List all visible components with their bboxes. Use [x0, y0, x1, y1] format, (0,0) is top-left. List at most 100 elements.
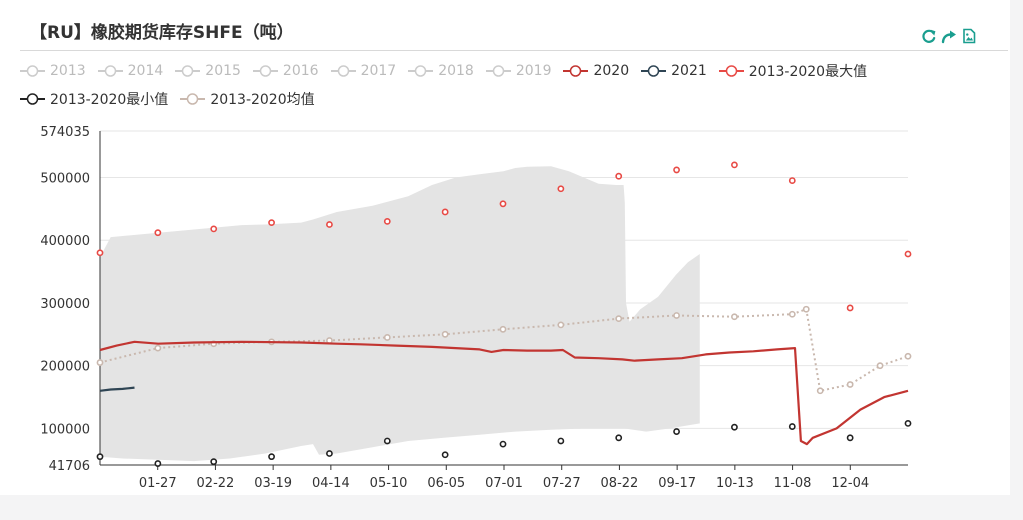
- data-point-2013-2020最小值: [731, 423, 738, 431]
- data-point-2013-2020最小值: [326, 450, 333, 457]
- legend-marker-icon: [485, 65, 511, 77]
- save-image-icon[interactable]: [961, 28, 977, 44]
- data-point-2013-2020最小值: [96, 453, 104, 461]
- data-point-2013-2020均值: [154, 344, 162, 352]
- legend-label: 2013: [50, 63, 86, 79]
- chart-title: 【RU】橡胶期货库存SHFE（吨）: [30, 23, 294, 43]
- data-point-2013-2020最小值: [788, 423, 796, 430]
- data-point-2013-2020均值: [499, 325, 507, 333]
- x-tick-label: 02-22: [197, 476, 235, 491]
- data-point-2013-2020最小值: [383, 437, 391, 445]
- y-tick-label: 41706: [49, 459, 90, 474]
- data-point-2013-2020最大值: [904, 250, 912, 258]
- legend-marker-icon: [330, 65, 356, 77]
- y-tick-label: 500000: [40, 171, 90, 186]
- data-point-2013-2020均值: [383, 334, 391, 341]
- data-point-2013-2020均值: [816, 387, 824, 395]
- data-point-2013-2020最大值: [673, 166, 680, 174]
- legend-label: 2013-2020最小值: [50, 92, 169, 108]
- data-point-2013-2020均值: [904, 352, 912, 360]
- data-point-2013-2020最大值: [383, 217, 391, 225]
- data-point-2013-2020均值: [802, 305, 810, 313]
- data-point-2013-2020最大值: [441, 208, 449, 216]
- legend-item-2017[interactable]: 2017: [330, 63, 397, 79]
- data-point-2013-2020最小值: [154, 460, 162, 467]
- data-point-2013-2020最大值: [268, 219, 275, 227]
- x-tick-label: 08-22: [601, 476, 639, 491]
- data-point-2013-2020均值: [731, 313, 738, 321]
- x-tick-label: 03-19: [254, 476, 292, 491]
- x-tick-label: 12-04: [831, 476, 869, 491]
- data-point-2013-2020最大值: [210, 225, 218, 233]
- legend-label: 2019: [515, 63, 552, 79]
- data-point-2013-2020最大值: [788, 177, 796, 184]
- toolbox: [921, 28, 977, 44]
- range-band: [100, 166, 700, 462]
- data-point-2013-2020最大值: [615, 172, 623, 180]
- series-line-2020: [99, 340, 909, 446]
- legend-item-2013-2020均值[interactable]: 2013-2020均值: [180, 89, 315, 109]
- data-point-2013-2020最大值: [96, 249, 104, 257]
- data-point-2013-2020最小值: [615, 434, 623, 442]
- title-divider: [20, 50, 1008, 51]
- legend-marker-icon: [20, 65, 45, 77]
- legend-item-2018[interactable]: 2018: [408, 63, 474, 79]
- x-tick-label: 09-17: [658, 476, 696, 491]
- data-point-2013-2020最小值: [673, 428, 680, 435]
- legend-label: 2013-2020均值: [210, 92, 315, 108]
- legend-marker-icon: [252, 65, 278, 77]
- data-point-2013-2020最大值: [731, 161, 738, 169]
- restore-icon[interactable]: [921, 28, 937, 44]
- y-tick-label: 574035: [40, 125, 90, 140]
- x-tick-label: 11-08: [774, 476, 812, 491]
- legend-item-2015[interactable]: 2015: [175, 63, 241, 79]
- data-point-2013-2020最小值: [441, 451, 449, 459]
- legend-item-2021[interactable]: 2021: [641, 63, 707, 79]
- data-point-2013-2020最大值: [846, 304, 854, 312]
- chart-legend: 2013 2014 2015 2016 2017 2018 2019 2020 2021 2013…: [20, 57, 1010, 113]
- legend-marker-icon: [97, 65, 123, 77]
- legend-item-2019[interactable]: 2019: [485, 63, 552, 79]
- legend-label: 2020: [593, 63, 630, 79]
- legend-item-2013-2020最小值[interactable]: 2013-2020最小值: [20, 89, 168, 109]
- data-point-2013-2020最小值: [557, 437, 565, 445]
- legend-item-2016[interactable]: 2016: [252, 63, 319, 79]
- share-icon[interactable]: [941, 28, 957, 44]
- legend-label: 2014: [127, 63, 164, 79]
- data-point-2013-2020最大值: [154, 229, 162, 237]
- data-point-2013-2020均值: [557, 321, 565, 329]
- data-point-2013-2020最小值: [210, 458, 218, 466]
- legend-item-2020[interactable]: 2020: [563, 63, 629, 79]
- data-point-2013-2020均值: [876, 362, 884, 370]
- legend-item-2013-2020最大值[interactable]: 2013-2020最大值: [718, 61, 867, 81]
- legend-item-2013[interactable]: 2013: [20, 63, 86, 79]
- data-point-2013-2020最小值: [499, 440, 507, 448]
- legend-label: 2015: [205, 63, 241, 79]
- legend-marker-icon: [408, 65, 434, 77]
- x-tick-label: 04-14: [312, 476, 350, 491]
- legend-label: 2017: [360, 63, 397, 79]
- x-tick-label: 07-01: [485, 476, 523, 491]
- data-point-2013-2020均值: [441, 330, 449, 338]
- data-point-2013-2020均值: [615, 315, 623, 323]
- y-tick-label: 200000: [40, 360, 90, 375]
- data-point-2013-2020最大值: [499, 200, 507, 208]
- legend-item-2014[interactable]: 2014: [97, 63, 164, 79]
- legend-label: 2018: [438, 63, 474, 79]
- x-tick-label: 01-27: [139, 476, 177, 491]
- x-tick-label: 07-27: [543, 476, 581, 491]
- data-point-2013-2020均值: [788, 310, 796, 318]
- legend-row: 2013-2020最小值 2013-2020均值: [20, 85, 1010, 113]
- y-tick-label: 100000: [40, 422, 90, 437]
- legend-marker-icon: [180, 93, 206, 105]
- data-point-2013-2020最小值: [268, 453, 275, 461]
- legend-marker-icon: [641, 65, 667, 77]
- legend-label: 2021: [671, 63, 707, 79]
- y-tick-label: 400000: [40, 234, 90, 249]
- x-tick-label: 10-13: [716, 476, 754, 491]
- data-point-2013-2020均值: [673, 312, 680, 319]
- legend-label: 2016: [282, 63, 319, 79]
- data-point-2013-2020最小值: [846, 434, 854, 442]
- series-line-2021: [99, 386, 135, 392]
- data-point-2013-2020最大值: [557, 185, 565, 193]
